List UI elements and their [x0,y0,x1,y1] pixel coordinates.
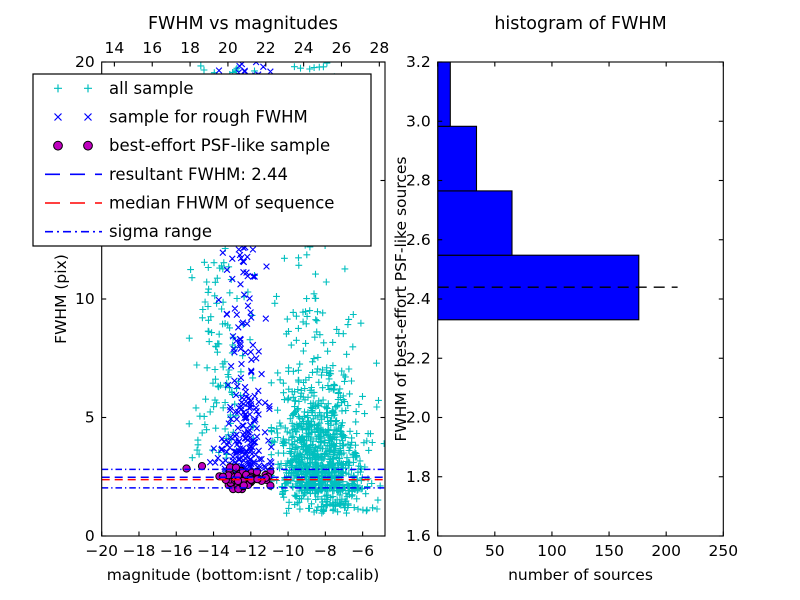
legend-label: median FHWM of sequence [109,194,334,213]
tick-label: 2.4 [406,290,431,308]
tick-label: −14 [197,542,230,560]
tick-label: 1.8 [406,468,431,486]
tick-label: 26 [332,39,352,57]
tick-label: 20 [75,53,95,71]
plus-marker-icon [54,84,62,93]
tick-label: 0 [85,527,95,545]
tick-label: 22 [256,39,276,57]
legend-label: sample for rough FWHM [109,108,308,127]
legend-label: resultant FWHM: 2.44 [109,165,288,184]
tick-label: −6 [351,542,374,560]
scatter-axes: −20 −18 −16 −14 −12 −10 −8 −6 14 16 18 20 22 24 26 28 0 5… [75,39,389,560]
histogram-bar [437,190,513,256]
legend-entry: median FHWM of sequence [45,194,334,213]
histogram-plot-area [437,62,678,321]
tick-label: 20 [218,39,238,57]
tick-label: 14 [105,39,125,57]
tick-label: 2.6 [406,231,431,249]
tick-label: −20 [85,542,118,560]
circle-marker-icon [53,140,63,151]
scatter-plot-area [101,62,385,517]
tick-label: 3.2 [406,53,431,71]
legend-entry: all sample [54,79,194,98]
tick-label: 150 [594,542,624,560]
cross-marker-icon [84,113,92,121]
legend-entry: best-effort PSF-like sample [53,136,330,155]
tick-label: 2.2 [406,349,431,367]
tick-label: 18 [180,39,200,57]
left-chart-xlabel: magnitude (bottom:isnt / top:calib) [107,566,380,584]
tick-label: −10 [272,542,305,560]
tick-label: 100 [537,542,567,560]
tick-label: 250 [709,542,739,560]
tick-label: 0 [433,542,443,560]
cross-marker-icon [54,113,62,121]
legend-entry: resultant FWHM: 2.44 [45,165,288,184]
tick-label: 200 [651,542,681,560]
legend: all sample sample for rough FWHM best-effo… [32,73,372,247]
tick-label: 24 [294,39,314,57]
tick-label: 16 [142,39,162,57]
histogram-axes: 0 50 100 150 200 250 1.6 1.8 2.0 2.2 2.4 2.6 2.8 3.0 3… [406,53,738,560]
legend-label: sigma range [109,222,212,241]
tick-label: −16 [160,542,193,560]
left-chart-ylabel: FWHM (pix) [52,254,70,344]
circle-marker-icon [83,140,93,151]
tick-label: 50 [485,542,505,560]
plus-marker-icon [84,84,92,93]
tick-label: 1.6 [406,527,431,545]
all-sample-points [178,62,385,517]
tick-label: −8 [314,542,337,560]
right-chart-ylabel: FWHM of best-effort PSF-like sources [392,156,410,441]
tick-label: 28 [369,39,389,57]
legend-label: all sample [109,79,194,98]
legend-label: best-effort PSF-like sample [109,136,330,155]
right-chart-title: histogram of FWHM [494,14,666,34]
tick-label: 5 [85,409,95,427]
histogram-bar [437,125,478,192]
tick-label: 2.8 [406,172,431,190]
left-chart-title: FWHM vs magnitudes [148,14,338,34]
tick-label: −12 [234,542,267,560]
tick-label: −18 [123,542,156,560]
right-chart-xlabel: number of sources [508,566,653,584]
tick-label: 3.0 [406,112,431,130]
tick-label: 10 [75,290,95,308]
tick-label: 2.0 [406,409,431,427]
histogram-bar [437,62,451,127]
legend-entry: sigma range [45,222,212,241]
legend-entry: sample for rough FWHM [54,108,308,127]
